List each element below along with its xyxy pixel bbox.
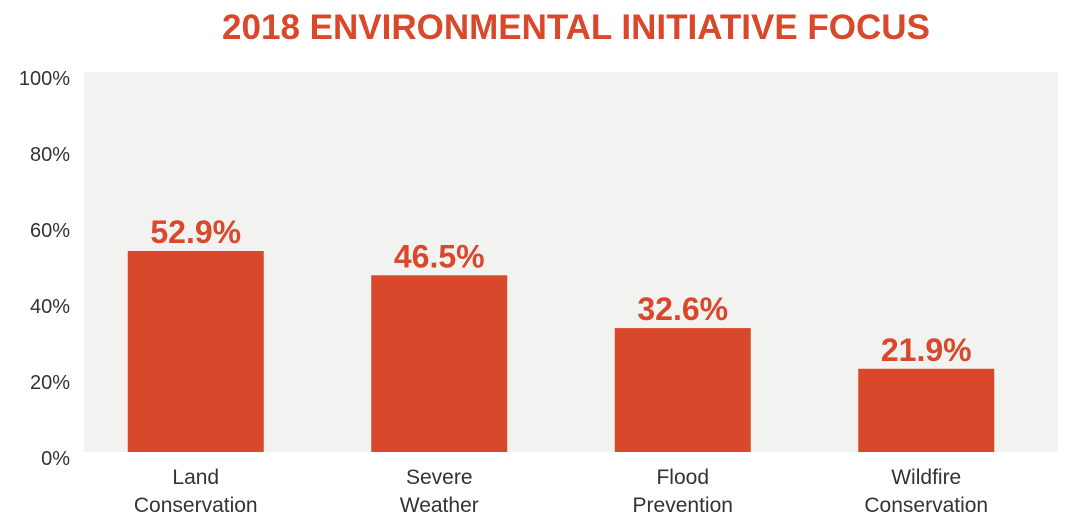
data-label: 52.9% — [150, 214, 241, 250]
chart-title: 2018 ENVIRONMENTAL INITIATIVE FOCUS — [222, 8, 930, 47]
y-tick-label: 20% — [30, 372, 70, 394]
bar — [371, 275, 508, 452]
bar — [614, 328, 751, 452]
y-tick-label: 100% — [19, 68, 70, 90]
x-tick-label: Flood — [656, 466, 709, 489]
y-tick-label: 60% — [30, 220, 70, 242]
bar — [127, 250, 264, 452]
data-label: 46.5% — [394, 238, 485, 274]
bar — [858, 368, 995, 452]
x-tick-label: Prevention — [633, 494, 733, 517]
data-label: 21.9% — [881, 332, 972, 368]
y-tick-label: 80% — [30, 144, 70, 166]
y-tick-label: 40% — [30, 296, 70, 318]
data-label: 32.6% — [637, 291, 728, 327]
x-tick-label: Conservation — [134, 494, 258, 517]
x-tick-label: Weather — [400, 494, 479, 517]
x-tick-label: Conservation — [864, 494, 988, 517]
y-tick-label: 0% — [41, 448, 70, 470]
x-tick-label: Wildfire — [891, 466, 961, 489]
x-tick-label: Severe — [406, 466, 473, 489]
x-tick-label: Land — [172, 466, 219, 489]
